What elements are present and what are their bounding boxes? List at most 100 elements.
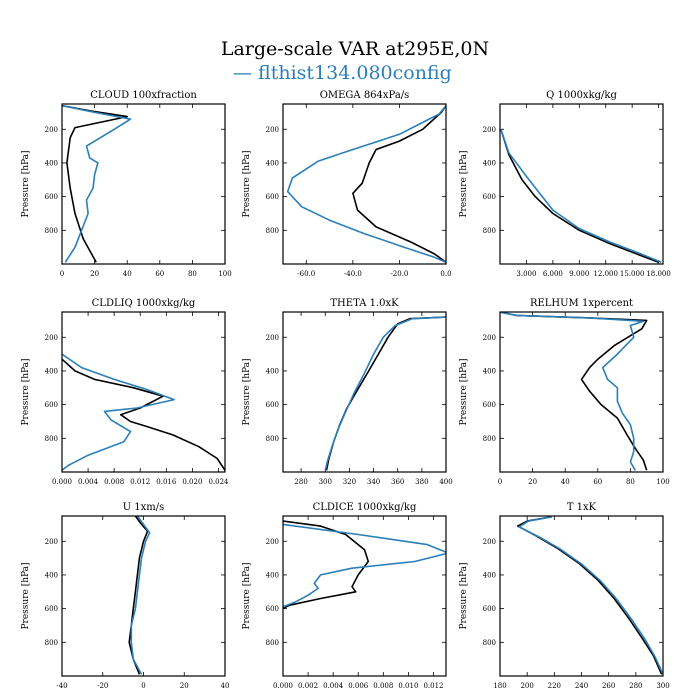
y-tick-label: 600 [483,605,496,613]
panel-2: Q 1000xkg/kg 3.000 6.000 9.000 12.000 15.000 1… [459,90,671,278]
plot-frame [61,311,226,473]
plot-frame [499,311,664,473]
x-tick-label: 100 [656,478,669,486]
y-tick-label: 200 [266,126,279,134]
y-tick-label: 200 [266,538,279,546]
x-tick-label: 260 [602,682,615,690]
y-tick-label: 200 [483,334,496,342]
y-tick-label: 600 [266,193,279,201]
panel-4: THETA 1.0xK 280 300 320 340 360 380 400 200 400 60… [242,298,453,486]
y-axis-label: Pressure [hPa] [459,358,469,425]
x-tick-label: 20 [90,270,99,278]
x-tick-label: 0 [498,478,502,486]
panel-title: THETA 1.0xK [330,298,399,309]
x-tick-label: 0.012 [423,682,443,690]
series-line-black [62,358,225,471]
x-tick-label: 0.010 [398,682,418,690]
panel-5: RELHUM 1xpercent 0 20 40 60 80 100 200 400 600 800… [459,298,670,486]
series-line-blue [130,516,151,675]
plot-frame [282,515,447,677]
panel-8: T 1xK 180 200 220 240 260 280 300 200 400 600 800 Pr… [459,502,670,690]
y-tick-label: 800 [266,435,279,443]
plot-frame [61,103,226,265]
series-line-blue [283,523,446,608]
x-tick-label: 12.000 [593,270,618,278]
panel-title: U 1xm/s [123,502,165,513]
y-tick-label: 400 [45,367,58,375]
panel-title: CLDICE 1000xkg/kg [313,502,417,513]
y-tick-label: 600 [266,401,279,409]
y-tick-label: 600 [45,193,58,201]
x-tick-label: 280 [629,682,642,690]
y-tick-label: 800 [266,639,279,647]
series-line-blue [62,104,132,263]
x-tick-label: 340 [367,478,380,486]
panel-title: RELHUM 1xpercent [530,298,633,309]
y-tick-label: 800 [266,227,279,235]
x-tick-label: 280 [294,478,307,486]
x-tick-label: 0 [141,682,145,690]
x-tick-label: 180 [493,682,506,690]
x-tick-label: 0.020 [182,478,202,486]
plot-frame [282,311,447,473]
series-line-blue [518,516,663,675]
y-tick-label: 200 [45,126,58,134]
y-tick-label: 200 [266,334,279,342]
y-tick-label: 400 [483,367,496,375]
series-line-black [62,104,128,263]
x-tick-label: 240 [575,682,588,690]
x-tick-label: 3.000 [516,270,536,278]
panel-7: CLDICE 1000xkg/kg 0.000 0.002 0.004 0.006 0.0… [242,502,447,690]
x-tick-label: 360 [391,478,404,486]
y-tick-label: 600 [45,401,58,409]
y-axis-label: Pressure [hPa] [242,562,252,629]
x-tick-label: 0.024 [208,478,229,486]
y-tick-label: 800 [45,227,58,235]
x-tick-label: 80 [626,478,635,486]
x-tick-label: 100 [218,270,231,278]
x-tick-label: 0.008 [373,682,393,690]
x-tick-label: 400 [439,478,452,486]
plot-frame [282,103,447,265]
series-line-blue [62,353,175,471]
x-tick-label: 80 [188,270,197,278]
x-tick-label: 40 [221,682,230,690]
x-tick-label: 60 [155,270,164,278]
series-line-black [516,516,663,675]
x-tick-label: 0 [60,270,64,278]
panel-title: OMEGA 864xPa/s [320,90,410,101]
series-line-black [128,516,149,675]
series-line-blue [286,105,446,264]
x-tick-label: 0.016 [156,478,177,486]
x-tick-label: -60.0 [297,270,315,278]
y-tick-label: 200 [45,334,58,342]
x-tick-label: 60 [593,478,602,486]
panel-1: OMEGA 864xPa/s -60.0 -40.0 -20.0 0.0 200 400 60… [242,90,452,278]
x-tick-label: 0.006 [348,682,369,690]
x-tick-label: 0.012 [130,478,150,486]
y-axis-label: Pressure [hPa] [242,150,252,217]
series-line-black [352,105,446,263]
y-tick-label: 800 [45,639,58,647]
y-tick-label: 800 [45,435,58,443]
plot-frame [61,515,226,677]
x-tick-label: -20 [97,682,108,690]
series-line-blue [500,312,645,471]
panel-title: Q 1000xkg/kg [546,90,617,101]
panel-6: U 1xm/s -40 -20 0 20 40 200 400 600 800 Pressure [… [21,502,229,690]
y-tick-label: 600 [483,193,496,201]
y-tick-label: 400 [45,571,58,579]
plot-frame [499,515,664,677]
y-axis-label: Pressure [hPa] [459,562,469,629]
x-tick-label: -40 [56,682,67,690]
x-tick-label: 380 [415,478,428,486]
y-tick-label: 400 [45,159,58,167]
x-tick-label: 0.004 [323,682,344,690]
y-tick-label: 400 [266,571,279,579]
series-line-black [325,316,446,471]
y-tick-label: 200 [483,538,496,546]
series-line-black [500,312,648,471]
y-tick-label: 400 [483,159,496,167]
